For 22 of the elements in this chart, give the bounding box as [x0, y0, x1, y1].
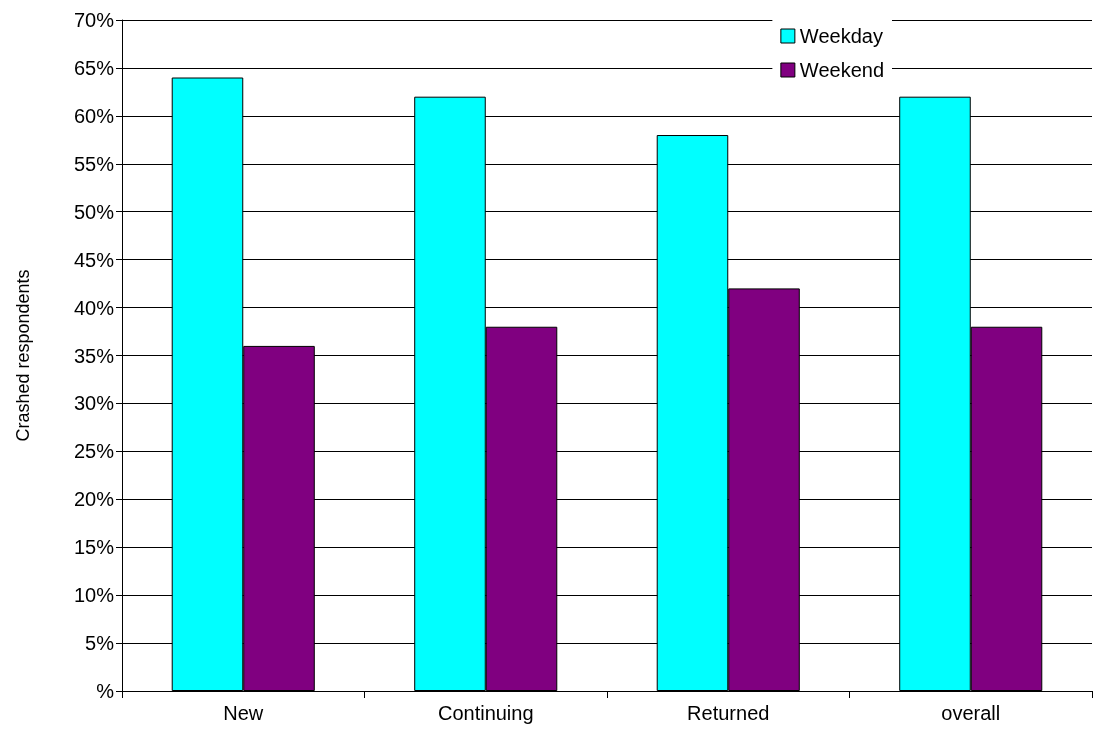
y-tick-label: 55% — [73, 152, 115, 175]
y-tick-label: % — [96, 680, 115, 702]
y-tick-label: 70% — [73, 9, 115, 31]
y-tick-label: 30% — [73, 392, 115, 415]
y-tick-label: 10% — [73, 584, 115, 607]
y-tick-label: 25% — [73, 440, 115, 463]
legend-label: Weekday — [799, 25, 883, 47]
legend-label: Weekend — [799, 59, 885, 81]
y-tick-label: 45% — [73, 248, 115, 271]
y-axis-title: Crashed respondents — [13, 269, 33, 442]
x-tick-label: overall — [941, 702, 1001, 724]
x-tick-label: Continuing — [437, 702, 534, 724]
y-tick-label: 15% — [73, 536, 115, 559]
x-tick-label: New — [223, 702, 264, 724]
y-tick-label: 5% — [85, 632, 115, 655]
y-tick-label: 35% — [73, 344, 115, 367]
x-tick-label: Returned — [687, 702, 770, 724]
y-tick-label: 20% — [73, 488, 115, 511]
y-tick-label: 40% — [73, 296, 115, 319]
y-tick-label: 65% — [73, 56, 115, 79]
y-tick-label: 50% — [73, 200, 115, 223]
y-tick-label: 60% — [73, 104, 115, 127]
